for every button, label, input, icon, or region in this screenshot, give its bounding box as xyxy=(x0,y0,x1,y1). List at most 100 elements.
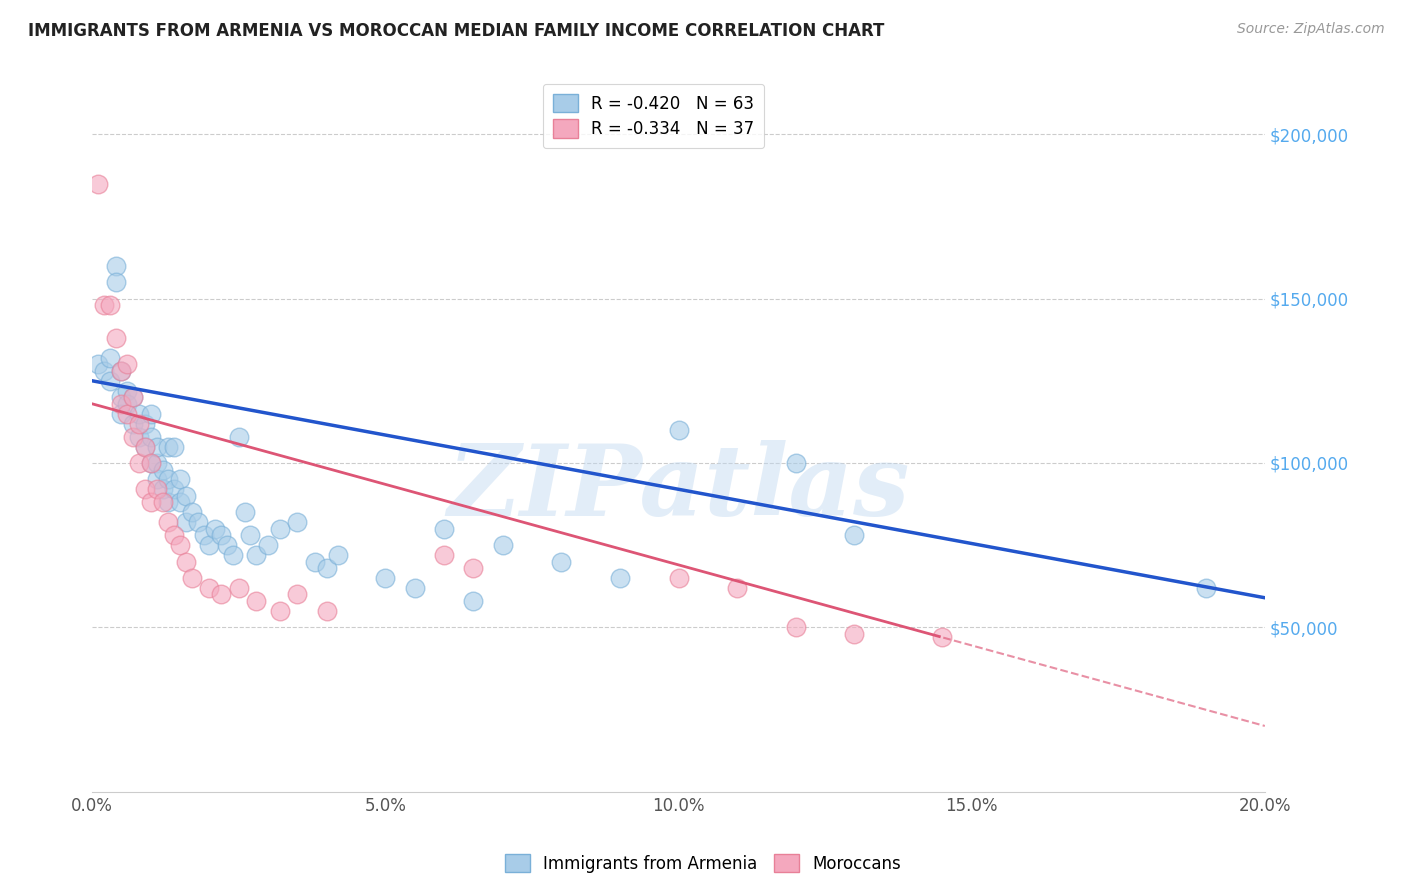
Point xyxy=(204,522,226,536)
Point xyxy=(110,397,132,411)
Point xyxy=(668,571,690,585)
Point xyxy=(169,538,191,552)
Point xyxy=(139,456,162,470)
Point xyxy=(134,440,156,454)
Text: IMMIGRANTS FROM ARMENIA VS MOROCCAN MEDIAN FAMILY INCOME CORRELATION CHART: IMMIGRANTS FROM ARMENIA VS MOROCCAN MEDI… xyxy=(28,22,884,40)
Point xyxy=(193,528,215,542)
Point xyxy=(122,390,145,404)
Point xyxy=(139,456,162,470)
Point xyxy=(209,587,232,601)
Point xyxy=(134,440,156,454)
Point xyxy=(209,528,232,542)
Point xyxy=(152,495,174,509)
Point xyxy=(110,364,132,378)
Point xyxy=(169,495,191,509)
Point xyxy=(139,407,162,421)
Point xyxy=(117,407,139,421)
Point xyxy=(157,440,180,454)
Point xyxy=(145,456,167,470)
Point xyxy=(315,561,337,575)
Point xyxy=(122,417,145,431)
Point xyxy=(93,298,115,312)
Point xyxy=(844,627,866,641)
Point xyxy=(110,407,132,421)
Point xyxy=(128,407,150,421)
Point xyxy=(463,594,485,608)
Point xyxy=(128,456,150,470)
Text: ZIPatlas: ZIPatlas xyxy=(447,440,910,536)
Point xyxy=(287,515,309,529)
Point xyxy=(163,483,186,497)
Point xyxy=(609,571,631,585)
Point xyxy=(725,581,748,595)
Point xyxy=(187,515,209,529)
Point xyxy=(152,462,174,476)
Point xyxy=(87,357,110,371)
Point xyxy=(550,555,572,569)
Point xyxy=(233,505,256,519)
Point xyxy=(222,548,245,562)
Point xyxy=(174,555,197,569)
Point xyxy=(215,538,238,552)
Point xyxy=(163,528,186,542)
Point xyxy=(157,515,180,529)
Point xyxy=(87,177,110,191)
Point xyxy=(180,505,202,519)
Point xyxy=(134,483,156,497)
Legend: Immigrants from Armenia, Moroccans: Immigrants from Armenia, Moroccans xyxy=(498,847,908,880)
Point xyxy=(844,528,866,542)
Point xyxy=(174,515,197,529)
Point xyxy=(98,374,121,388)
Point xyxy=(163,440,186,454)
Legend: R = -0.420   N = 63, R = -0.334   N = 37: R = -0.420 N = 63, R = -0.334 N = 37 xyxy=(543,84,763,148)
Point xyxy=(328,548,350,562)
Point xyxy=(228,430,250,444)
Point xyxy=(463,561,485,575)
Point xyxy=(98,351,121,365)
Point xyxy=(98,298,121,312)
Point xyxy=(180,571,202,585)
Point xyxy=(157,472,180,486)
Point xyxy=(433,522,456,536)
Point xyxy=(228,581,250,595)
Point xyxy=(104,275,127,289)
Point xyxy=(374,571,396,585)
Point xyxy=(269,604,291,618)
Point xyxy=(128,417,150,431)
Point xyxy=(433,548,456,562)
Point xyxy=(128,430,150,444)
Point xyxy=(785,620,807,634)
Point xyxy=(117,357,139,371)
Point xyxy=(304,555,326,569)
Point xyxy=(122,390,145,404)
Point xyxy=(104,331,127,345)
Point xyxy=(668,423,690,437)
Point xyxy=(198,538,221,552)
Point xyxy=(139,430,162,444)
Point xyxy=(269,522,291,536)
Point xyxy=(139,495,162,509)
Point xyxy=(257,538,280,552)
Point xyxy=(239,528,262,542)
Point xyxy=(315,604,337,618)
Point xyxy=(287,587,309,601)
Point xyxy=(245,594,267,608)
Text: Source: ZipAtlas.com: Source: ZipAtlas.com xyxy=(1237,22,1385,37)
Point xyxy=(145,483,167,497)
Point xyxy=(110,364,132,378)
Point xyxy=(169,472,191,486)
Point xyxy=(491,538,513,552)
Point xyxy=(785,456,807,470)
Point xyxy=(245,548,267,562)
Point xyxy=(1195,581,1218,595)
Point xyxy=(117,397,139,411)
Point xyxy=(931,630,953,644)
Point xyxy=(104,259,127,273)
Point xyxy=(145,472,167,486)
Point xyxy=(93,364,115,378)
Point xyxy=(134,417,156,431)
Point xyxy=(174,489,197,503)
Point xyxy=(145,440,167,454)
Point xyxy=(157,495,180,509)
Point xyxy=(117,384,139,398)
